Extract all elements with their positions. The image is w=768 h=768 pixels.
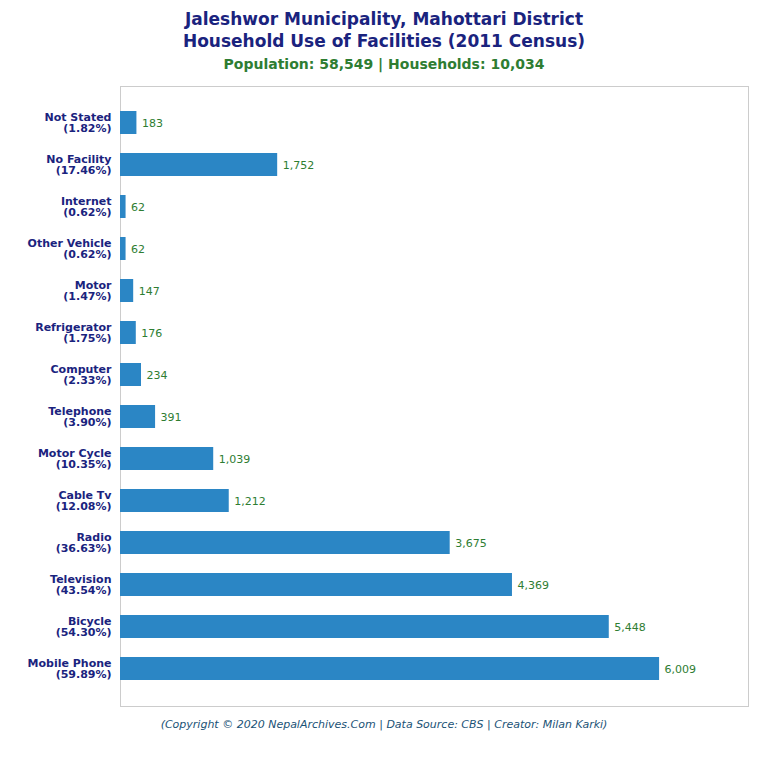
svg-text:1,212: 1,212 (234, 495, 265, 508)
svg-text:Other Vehicle(0.62%): Other Vehicle(0.62%) (28, 237, 112, 261)
svg-text:Not Stated(1.82%): Not Stated(1.82%) (44, 111, 111, 135)
svg-text:Telephone(3.90%): Telephone(3.90%) (48, 405, 111, 429)
html-text:Population: 58,549 | Household: Population: 58,549 | Households: 10,034 (223, 56, 545, 73)
svg-text:Motor Cycle(10.35%): Motor Cycle(10.35%) (38, 447, 112, 471)
svg-text:No Facility(17.46%): No Facility(17.46%) (46, 153, 111, 177)
svg-text:Mobile Phone(59.89%): Mobile Phone(59.89%) (28, 657, 112, 681)
svg-text:Internet(0.62%): Internet(0.62%) (61, 195, 112, 219)
svg-text:176: 176 (141, 327, 162, 340)
svg-text:Cable Tv(12.08%): Cable Tv(12.08%) (56, 489, 113, 513)
svg-text:5,448: 5,448 (614, 621, 646, 634)
svg-text:234: 234 (146, 369, 167, 382)
svg-text:3,675: 3,675 (455, 537, 487, 550)
svg-text:1,039: 1,039 (219, 453, 251, 466)
svg-text:Refrigerator(1.75%): Refrigerator(1.75%) (35, 321, 112, 345)
svg-text:147: 147 (139, 285, 160, 298)
svg-text:Computer(2.33%): Computer(2.33%) (51, 363, 113, 387)
svg-text:1,752: 1,752 (283, 159, 315, 172)
svg-text:6,009: 6,009 (665, 663, 697, 676)
svg-text:183: 183 (142, 117, 163, 130)
svg-text:Motor(1.47%): Motor(1.47%) (63, 279, 112, 303)
svg-text:62: 62 (131, 243, 145, 256)
svg-text:4,369: 4,369 (517, 579, 549, 592)
svg-text:Bicycle(54.30%): Bicycle(54.30%) (56, 615, 112, 639)
html-text:Jaleshwor Municipality, Mahott: Jaleshwor Municipality, Mahottari Distri… (182, 9, 585, 52)
svg-text:Radio(36.63%): Radio(36.63%) (56, 531, 112, 555)
svg-text:Television(43.54%): Television(43.54%) (50, 573, 111, 597)
svg-text:391: 391 (161, 411, 182, 424)
svg-text:62: 62 (131, 201, 145, 214)
html-text:(Copyright © 2020 NepalArchive: (Copyright © 2020 NepalArchives.Com | Da… (160, 718, 608, 732)
